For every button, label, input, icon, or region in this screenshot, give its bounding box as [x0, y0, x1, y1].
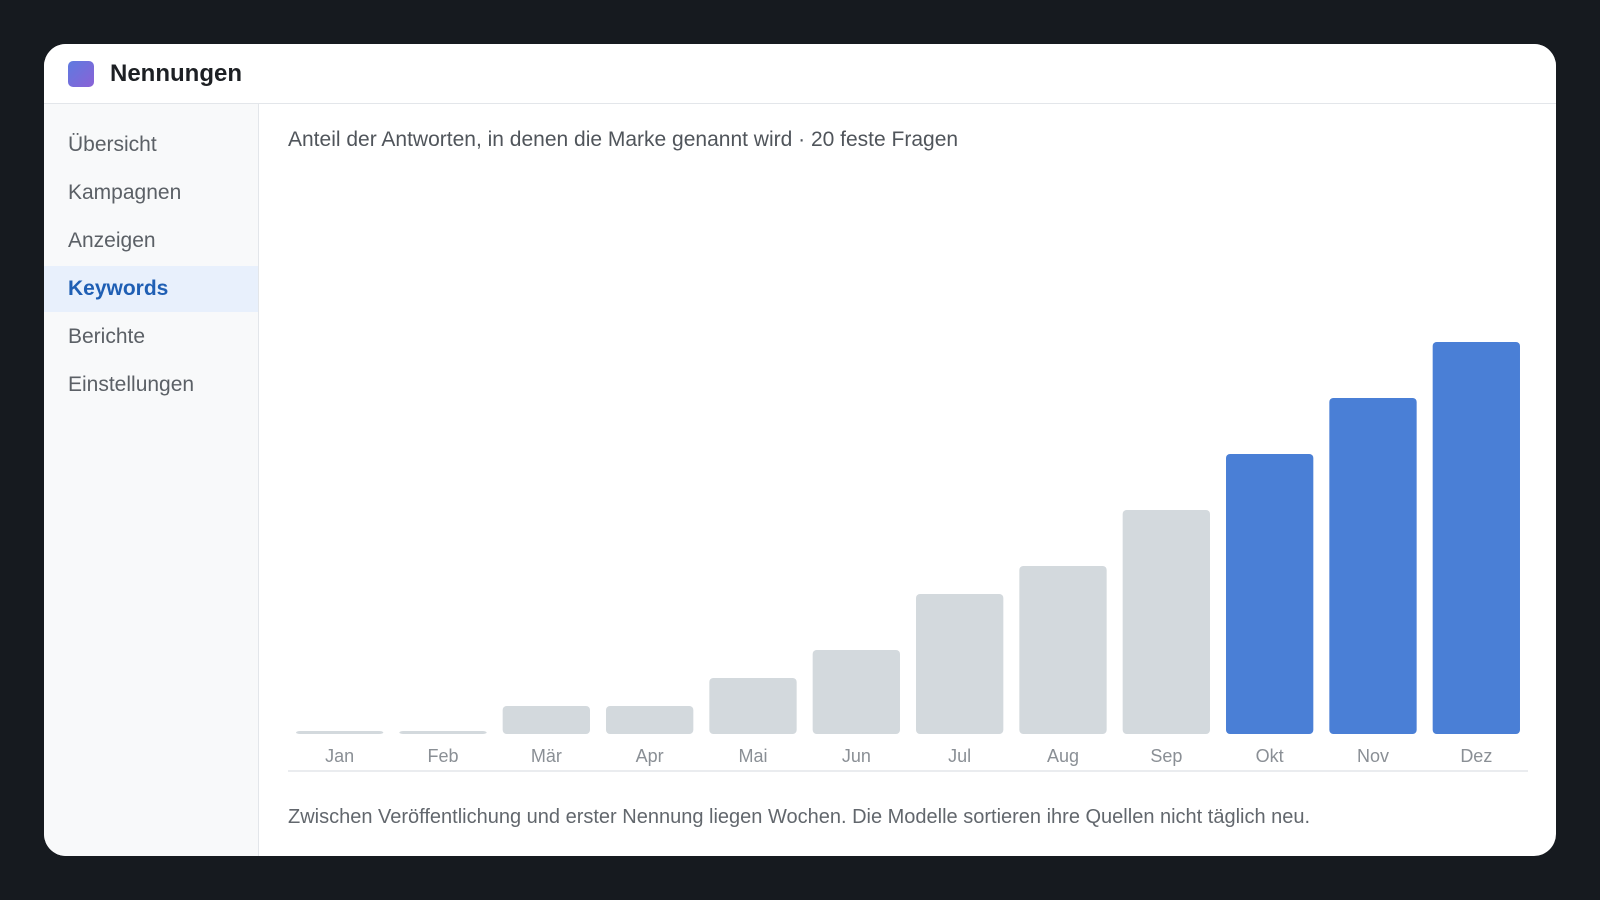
title-bar: Nennungen	[44, 44, 1556, 104]
x-tick-label: Feb	[427, 746, 458, 766]
sidebar-item-berichte[interactable]: Berichte	[44, 314, 258, 360]
main-content: Anteil der Antworten, in denen die Marke…	[259, 104, 1556, 856]
bar-2	[502, 706, 590, 734]
chart-title: Anteil der Antworten, in denen die Marke…	[288, 128, 959, 151]
sidebar-nav: Übersicht Kampagnen Anzeigen Keywords Be…	[44, 122, 258, 408]
bar-0	[296, 731, 384, 734]
bar-8	[1122, 510, 1210, 734]
bar-chart: Jan Feb Mär Apr Mai Jun Jul Aug Sep Okt Nov Dez	[288, 342, 1528, 772]
sidebar-item-label: Übersicht	[68, 133, 157, 156]
sidebar-item-label: Keywords	[68, 277, 169, 300]
x-tick-label: Jan	[325, 746, 354, 766]
x-tick-label: Apr	[636, 746, 664, 766]
x-tick-label: Jul	[948, 746, 971, 766]
bar-3	[606, 706, 694, 734]
bar-9	[1226, 454, 1314, 734]
x-tick-label: Okt	[1256, 746, 1284, 766]
bar-5	[812, 650, 900, 734]
app-window: Nennungen Übersicht Kampagnen Anzeigen K…	[44, 44, 1556, 856]
bar-10	[1329, 398, 1417, 734]
x-tick-label: Mai	[738, 746, 767, 766]
app-logo-icon	[68, 60, 94, 87]
sidebar-item-uebersicht[interactable]: Übersicht	[44, 122, 258, 168]
sidebar-item-keywords[interactable]: Keywords	[44, 266, 258, 312]
x-tick-label: Dez	[1460, 746, 1492, 766]
bar-11	[1432, 342, 1520, 734]
sidebar-item-label: Berichte	[68, 325, 146, 348]
chart-note: Zwischen Veröffentlichung und erster Nen…	[288, 806, 1311, 828]
sidebar-item-label: Einstellungen	[68, 373, 195, 396]
x-tick-label: Mär	[531, 746, 562, 766]
bar-7	[1019, 566, 1107, 734]
sidebar-item-label: Kampagnen	[68, 181, 182, 204]
sidebar-item-kampagnen[interactable]: Kampagnen	[44, 170, 258, 216]
x-tick-label: Jun	[842, 746, 871, 766]
x-tick-label: Aug	[1047, 746, 1079, 766]
x-tick-label: Sep	[1150, 746, 1182, 766]
bar-4	[709, 678, 797, 734]
sidebar: Übersicht Kampagnen Anzeigen Keywords Be…	[44, 104, 259, 856]
sidebar-item-label: Anzeigen	[68, 229, 156, 252]
x-tick-label: Nov	[1357, 746, 1389, 766]
bar-6	[916, 594, 1004, 734]
sidebar-item-einstellungen[interactable]: Einstellungen	[44, 362, 258, 408]
sidebar-item-anzeigen[interactable]: Anzeigen	[44, 218, 258, 264]
bar-1	[399, 731, 487, 734]
app-title: Nennungen	[110, 59, 242, 87]
